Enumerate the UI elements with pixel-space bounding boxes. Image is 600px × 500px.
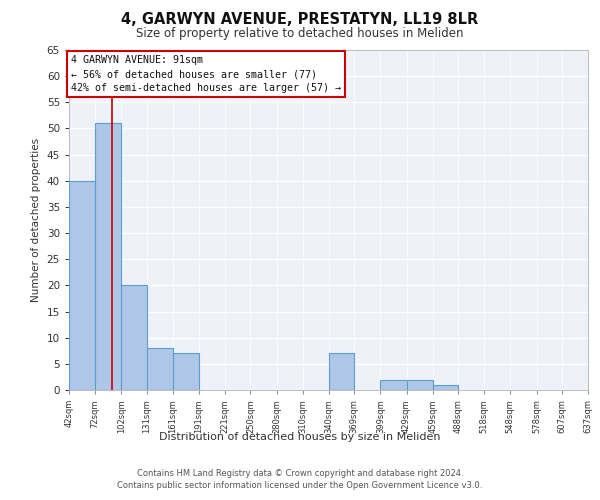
Bar — [146, 348, 173, 390]
Y-axis label: Number of detached properties: Number of detached properties — [31, 138, 41, 302]
Bar — [380, 380, 407, 390]
Text: Distribution of detached houses by size in Meliden: Distribution of detached houses by size … — [159, 432, 441, 442]
Text: 4 GARWYN AVENUE: 91sqm
← 56% of detached houses are smaller (77)
42% of semi-det: 4 GARWYN AVENUE: 91sqm ← 56% of detached… — [71, 55, 341, 93]
Bar — [407, 380, 433, 390]
Bar — [69, 181, 95, 390]
Text: Size of property relative to detached houses in Meliden: Size of property relative to detached ho… — [136, 28, 464, 40]
Text: Contains HM Land Registry data © Crown copyright and database right 2024.
Contai: Contains HM Land Registry data © Crown c… — [118, 469, 482, 490]
Bar — [433, 385, 458, 390]
Bar — [121, 286, 146, 390]
Bar — [173, 354, 199, 390]
Text: 4, GARWYN AVENUE, PRESTATYN, LL19 8LR: 4, GARWYN AVENUE, PRESTATYN, LL19 8LR — [121, 12, 479, 28]
Bar — [95, 123, 121, 390]
Bar — [329, 354, 354, 390]
